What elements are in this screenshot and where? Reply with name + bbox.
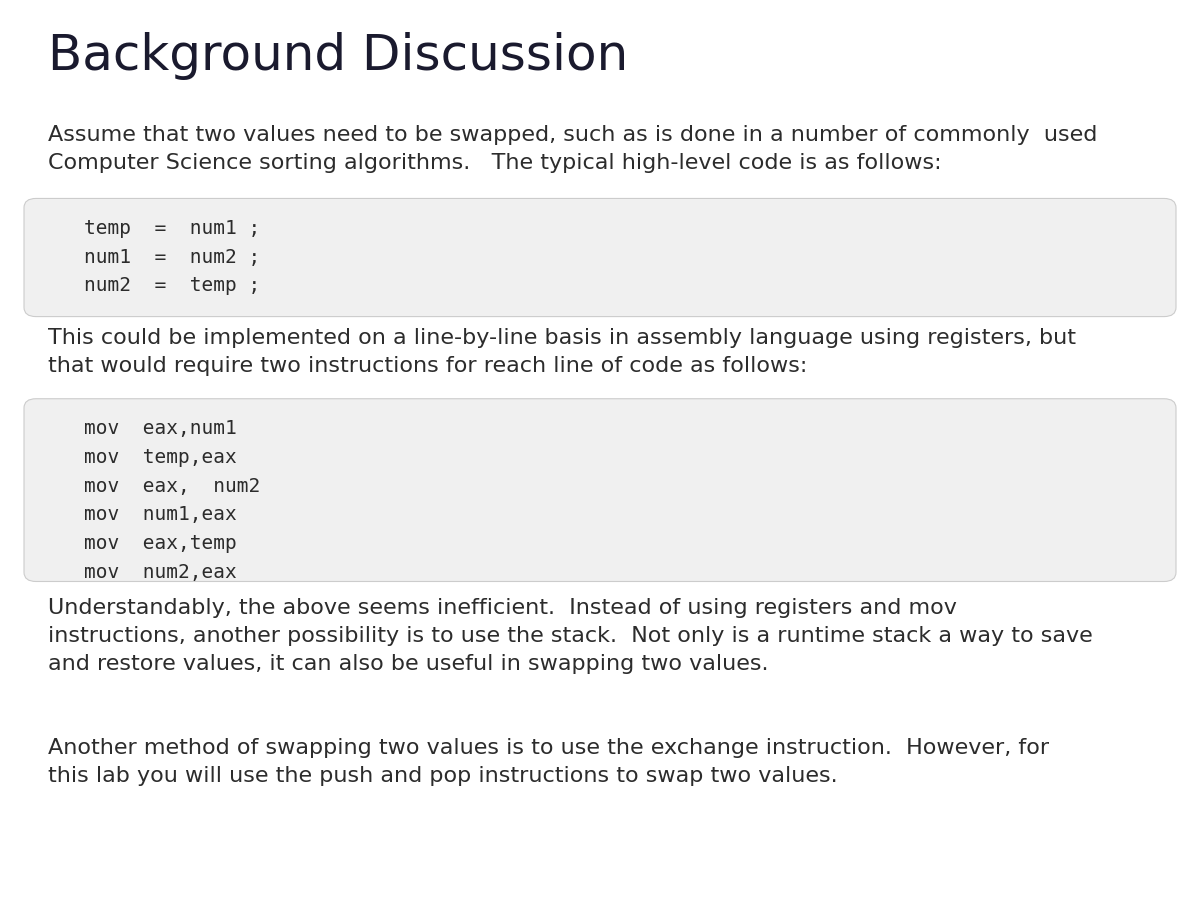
Text: Understandably, the above seems inefficient.  Instead of using registers and mov: Understandably, the above seems ineffici… [48,598,1093,674]
Text: temp  =  num1 ;
num1  =  num2 ;
num2  =  temp ;: temp = num1 ; num1 = num2 ; num2 = temp … [84,219,260,295]
FancyBboxPatch shape [24,198,1176,317]
Text: Background Discussion: Background Discussion [48,32,629,80]
Text: This could be implemented on a line-by-line basis in assembly language using reg: This could be implemented on a line-by-l… [48,328,1076,376]
Text: Assume that two values need to be swapped, such as is done in a number of common: Assume that two values need to be swappe… [48,125,1097,173]
Text: mov  eax,num1
mov  temp,eax
mov  eax,  num2
mov  num1,eax
mov  eax,temp
mov  num: mov eax,num1 mov temp,eax mov eax, num2 … [84,419,260,581]
FancyBboxPatch shape [24,399,1176,581]
Text: Another method of swapping two values is to use the exchange instruction.  Howev: Another method of swapping two values is… [48,738,1049,786]
